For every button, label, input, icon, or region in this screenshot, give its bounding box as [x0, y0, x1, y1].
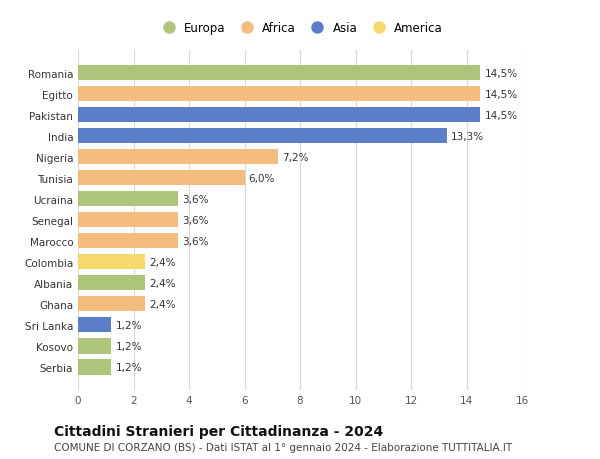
Bar	[78, 192, 178, 207]
Text: 2,4%: 2,4%	[149, 278, 175, 288]
Text: 7,2%: 7,2%	[282, 152, 308, 162]
Legend: Europa, Africa, Asia, America: Europa, Africa, Asia, America	[157, 22, 443, 35]
Bar	[78, 171, 245, 186]
Bar	[78, 297, 145, 312]
Text: 3,6%: 3,6%	[182, 194, 209, 204]
Bar	[78, 234, 178, 249]
Text: 13,3%: 13,3%	[451, 131, 484, 141]
Text: Cittadini Stranieri per Cittadinanza - 2024: Cittadini Stranieri per Cittadinanza - 2…	[54, 425, 383, 438]
Bar	[78, 255, 145, 270]
Text: 3,6%: 3,6%	[182, 236, 209, 246]
Bar	[78, 66, 481, 81]
Bar	[78, 318, 112, 333]
Text: COMUNE DI CORZANO (BS) - Dati ISTAT al 1° gennaio 2024 - Elaborazione TUTTITALIA: COMUNE DI CORZANO (BS) - Dati ISTAT al 1…	[54, 442, 512, 452]
Bar	[78, 129, 447, 144]
Text: 3,6%: 3,6%	[182, 215, 209, 225]
Bar	[78, 150, 278, 165]
Bar	[78, 339, 112, 354]
Text: 6,0%: 6,0%	[248, 174, 275, 183]
Bar	[78, 213, 178, 228]
Bar	[78, 359, 112, 375]
Bar	[78, 108, 481, 123]
Text: 14,5%: 14,5%	[485, 68, 518, 78]
Bar	[78, 87, 481, 102]
Bar	[78, 276, 145, 291]
Text: 1,2%: 1,2%	[115, 362, 142, 372]
Text: 14,5%: 14,5%	[485, 90, 518, 100]
Text: 1,2%: 1,2%	[115, 320, 142, 330]
Text: 1,2%: 1,2%	[115, 341, 142, 351]
Text: 14,5%: 14,5%	[485, 111, 518, 120]
Text: 2,4%: 2,4%	[149, 299, 175, 309]
Text: 2,4%: 2,4%	[149, 257, 175, 267]
